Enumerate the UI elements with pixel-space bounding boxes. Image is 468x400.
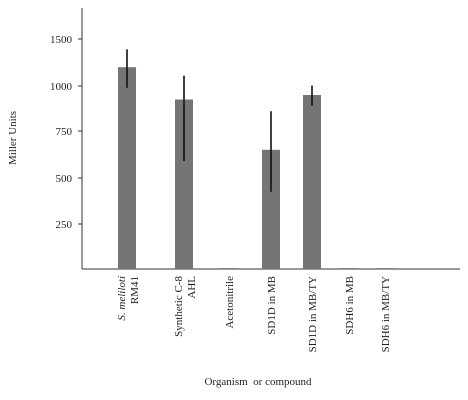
category-label-line: RM41 — [129, 276, 141, 304]
bar-7 — [376, 268, 394, 270]
y-tick-label: 250 — [56, 219, 73, 231]
y-tick-label: 1000 — [50, 81, 73, 93]
category-label-7: SDH6 in MB/TY — [380, 276, 392, 352]
category-label-line: SDH6 in MB/TY — [380, 276, 392, 352]
bar-5 — [303, 95, 321, 269]
category-label-3: Acetonitrile — [224, 276, 236, 329]
y-axis-title: Miller Units — [7, 111, 19, 165]
category-label-line: S. meliloti — [116, 276, 128, 321]
x-axis-category-labels: S. meliloti RM41 Synthetic C-8 AHL Acetonitr… — [116, 276, 392, 353]
bar-4 — [262, 149, 280, 269]
category-label-1: S. meliloti RM41 — [116, 276, 141, 321]
category-label-5: SD1D in MB/TY — [307, 276, 319, 352]
category-label-2: Synthetic C-8 AHL — [173, 276, 198, 337]
y-tick-label: 1500 — [50, 34, 73, 46]
bars-group — [118, 67, 394, 270]
error-bars-group — [126, 49, 313, 192]
category-label-line: Acetonitrile — [224, 276, 236, 329]
y-axis-ticks: 250 500 750 1000 1500 — [50, 34, 82, 231]
y-tick-label: 500 — [56, 173, 73, 185]
category-label-line: Synthetic C-8 — [173, 276, 185, 337]
x-axis-title: Organism or compound — [204, 376, 312, 388]
category-label-line: SD1D in MB/TY — [307, 276, 319, 352]
bar-3 — [220, 268, 238, 270]
bar-2 — [175, 99, 193, 269]
category-label-line: SD1D in MB — [266, 276, 278, 335]
bar-1 — [118, 67, 136, 269]
bar-6 — [340, 268, 358, 270]
category-label-line: AHL — [186, 276, 198, 299]
category-label-4: SD1D in MB — [266, 276, 278, 335]
y-tick-label: 750 — [56, 126, 73, 138]
category-label-6: SDH6 in MB — [344, 276, 356, 335]
category-label-line: SDH6 in MB — [344, 276, 356, 335]
